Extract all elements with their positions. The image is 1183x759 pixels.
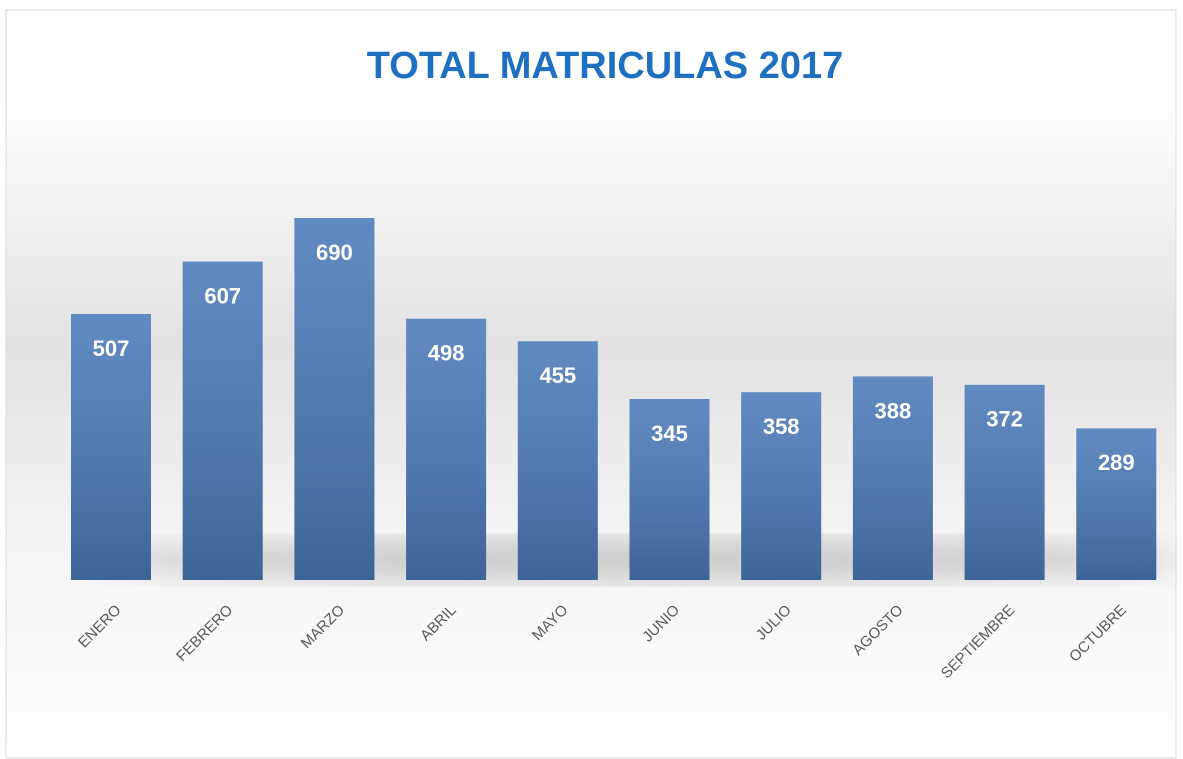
bar-shade [964,384,1045,580]
bar-shade [1076,428,1157,580]
bar-shade [629,399,710,580]
data-label: 507 [93,336,130,361]
bar-shade [517,341,598,580]
bar-shade [406,318,487,580]
data-label: 372 [986,407,1023,432]
data-label: 455 [539,363,576,388]
data-label: 690 [316,240,353,265]
bar-shade [741,392,822,580]
bar-shade [71,314,151,580]
bar-shade [182,261,263,580]
data-label: 358 [763,414,800,439]
bar-shade [294,218,375,580]
data-label: 289 [1098,450,1135,475]
bar-shade [852,376,933,580]
data-label: 345 [651,421,688,446]
data-label: 607 [204,283,241,308]
chart-title: TOTAL MATRICULAS 2017 [367,45,843,87]
data-label: 388 [875,398,912,423]
data-label: 498 [428,341,465,366]
